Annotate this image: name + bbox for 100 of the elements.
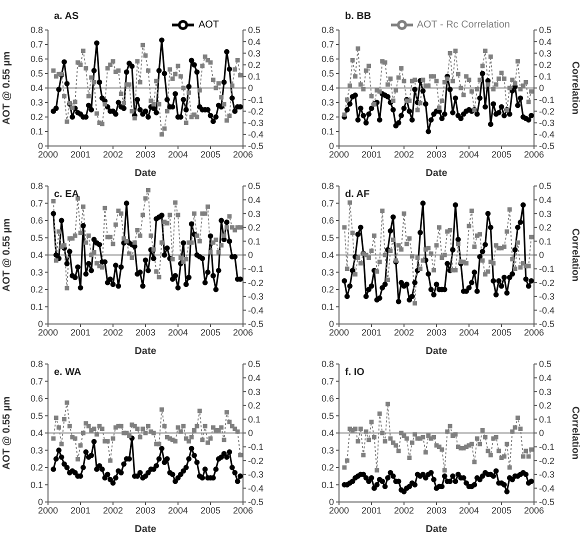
y-tick-label: 0.5	[321, 68, 334, 79]
y2-tick-label: 0.2	[248, 222, 261, 233]
y-tick-label: 0.5	[321, 232, 334, 243]
x-tick-label: 2000	[38, 327, 58, 338]
y-tick-label: 0.3	[30, 267, 43, 278]
y-axis-title: AOT @ 0.55 µm	[2, 396, 13, 470]
y2-tick-label: 0.1	[539, 72, 552, 82]
x-tick-label: 2005	[200, 149, 221, 160]
y-tick-label: 0	[328, 319, 334, 330]
y2-tick-label: 0	[248, 250, 254, 260]
x-tick-label: 2006	[232, 505, 254, 516]
x-tick-label: 2000	[38, 505, 58, 516]
y-tick-label: 0.5	[30, 410, 43, 421]
y-tick-label: 0.1	[30, 480, 43, 490]
y-tick-label: 0.6	[30, 216, 43, 226]
y2-tick-label: -0.2	[539, 278, 555, 288]
y-tick-label: 0.1	[30, 126, 43, 137]
y-tick-label: 0.2	[30, 112, 43, 122]
y2-tick-label: 0.3	[539, 48, 552, 58]
y-tick-label: 0	[328, 141, 334, 152]
y2-tick-label: 0.1	[248, 236, 261, 246]
y2-tick-label: -0.2	[248, 456, 264, 466]
y2-tick-label: 0.4	[539, 372, 552, 383]
y2-tick-label: 0.4	[248, 372, 261, 383]
y2-tick-label: 0.4	[539, 36, 552, 47]
y-tick-label: 0.1	[321, 126, 334, 137]
y2-tick-label: 0.3	[248, 386, 261, 397]
y-axis-title: AOT @ 0.55 µm	[2, 218, 13, 292]
y-tick-label: 0.3	[321, 445, 334, 456]
y2-tick-label: 0.1	[248, 414, 261, 424]
y-tick-label: 0.8	[30, 359, 43, 370]
y-axis-title: AOT @ 0.55 µm	[2, 51, 13, 125]
y2-tick-label: -0.4	[248, 305, 264, 316]
x-tick-label: 2005	[491, 327, 512, 338]
y2-tick-label: -0.4	[539, 483, 555, 494]
y2-tick-label: -0.3	[248, 470, 264, 480]
y2-tick-label: 0.2	[539, 60, 552, 70]
y2-tick-label: 0.4	[248, 194, 261, 205]
y-tick-label: 0.6	[30, 394, 43, 404]
y-tick-label: 0.7	[30, 198, 43, 208]
y2-tick-label: 0.5	[248, 359, 261, 370]
y-tick-label: 0.4	[321, 250, 334, 260]
y2-tick-label: 0.2	[248, 60, 261, 70]
x-axis-title: Date	[426, 346, 448, 357]
y2-tick-label: 0.4	[539, 194, 552, 205]
y-tick-label: 0	[38, 497, 43, 508]
y2-tick-label: -0.3	[539, 292, 555, 302]
x-tick-label: 2006	[232, 327, 254, 338]
x-tick-label: 2004	[168, 149, 188, 160]
y2-tick-label: -0.1	[248, 94, 264, 105]
y-tick-label: 0.4	[321, 428, 334, 438]
x-tick-label: 2001	[70, 505, 91, 516]
y2-tick-label: -0.2	[539, 106, 555, 116]
y-tick-label: 0.8	[321, 359, 334, 370]
y-tick-label: 0.4	[321, 83, 334, 94]
y-tick-label: 0.8	[321, 181, 334, 192]
y-tick-label: 0.7	[321, 40, 334, 50]
x-tick-label: 2002	[394, 505, 414, 516]
chart-title: b. BB	[345, 11, 372, 22]
y2-tick-label: -0.3	[248, 292, 264, 302]
y2-tick-label: 0	[539, 83, 544, 94]
y-tick-label: 0.3	[30, 445, 43, 456]
y2-tick-label: 0.3	[539, 386, 552, 397]
y-tick-label: 0.1	[321, 480, 334, 490]
chart-title: a. AS	[54, 11, 79, 22]
y2-tick-label: 0.5	[539, 181, 552, 192]
y-tick-label: 0.7	[30, 40, 43, 50]
y-tick-label: 0.2	[321, 112, 334, 122]
x-tick-label: 2004	[458, 327, 480, 338]
y-tick-label: 0.5	[30, 232, 43, 243]
y-tick-label: 0	[38, 319, 43, 330]
y-tick-label: 0.3	[321, 267, 334, 278]
x-tick-label: 2005	[200, 327, 221, 338]
x-tick-label: 2003	[426, 327, 447, 338]
legend-label: AOT - Rc Correlation	[416, 20, 510, 31]
x-tick-label: 2001	[361, 327, 382, 338]
y2-tick-label: 0.5	[248, 25, 261, 36]
y2-tick-label: -0.3	[248, 118, 264, 128]
x-tick-label: 2002	[102, 149, 124, 160]
x-axis-title: Date	[426, 168, 448, 179]
x-axis-title: Date	[426, 524, 448, 535]
x-tick-label: 2003	[426, 505, 447, 516]
y-tick-label: 0.6	[321, 216, 334, 226]
y2-tick-label: 0.3	[248, 48, 261, 58]
y2-tick-label: -0.1	[539, 94, 555, 105]
legend-label: AOT	[198, 20, 219, 31]
y2-tick-label: -0.5	[539, 319, 555, 330]
y-tick-label: 0.2	[30, 462, 43, 473]
y2-tick-label: -0.2	[248, 106, 264, 116]
x-tick-label: 2001	[70, 327, 91, 338]
y2-tick-label: -0.5	[539, 497, 555, 508]
y-tick-label: 0.7	[321, 198, 334, 208]
x-axis-title: Date	[134, 524, 157, 535]
y2-tick-label: -0.4	[248, 130, 264, 140]
y2-tick-label: 0.1	[539, 236, 552, 246]
y-tick-label: 0.1	[30, 302, 43, 312]
y2-tick-label: 0.2	[539, 400, 552, 411]
y2-tick-label: -0.3	[539, 118, 555, 128]
y2-axis-title: Correlation	[569, 61, 580, 115]
x-tick-label: 2004	[168, 327, 188, 338]
